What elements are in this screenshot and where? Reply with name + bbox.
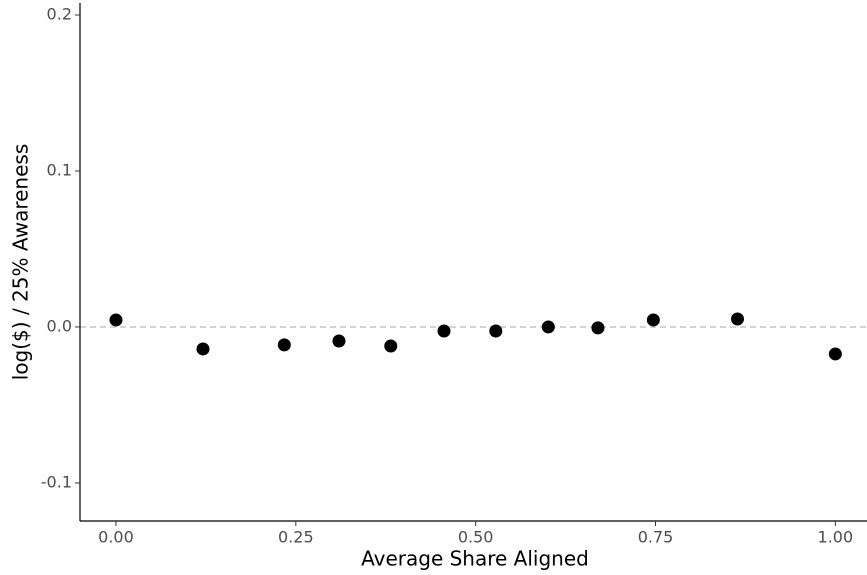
point xyxy=(541,320,555,334)
point xyxy=(332,334,346,348)
x-tick-label: 0.50 xyxy=(458,528,494,547)
y-tick-label: 0.1 xyxy=(47,160,72,179)
point xyxy=(646,313,660,327)
point xyxy=(591,321,605,335)
y-tick-label: -0.1 xyxy=(41,472,72,491)
point xyxy=(437,324,451,338)
x-tick-label: 0.00 xyxy=(98,528,134,547)
x-tick-label: 1.00 xyxy=(818,528,854,547)
y-tick-label: 0.0 xyxy=(47,316,72,335)
x-axis-title: Average Share Aligned xyxy=(361,547,589,571)
point xyxy=(384,339,398,353)
x-tick-label: 0.75 xyxy=(638,528,674,547)
point xyxy=(196,342,210,356)
point xyxy=(109,313,123,327)
y-tick-label: 0.2 xyxy=(47,5,72,24)
x-tick-label: 0.25 xyxy=(278,528,314,547)
point xyxy=(731,312,745,326)
point xyxy=(277,338,291,352)
y-axis-title: log($) / 25% Awareness xyxy=(9,144,33,380)
point xyxy=(489,324,503,338)
point xyxy=(828,347,842,361)
